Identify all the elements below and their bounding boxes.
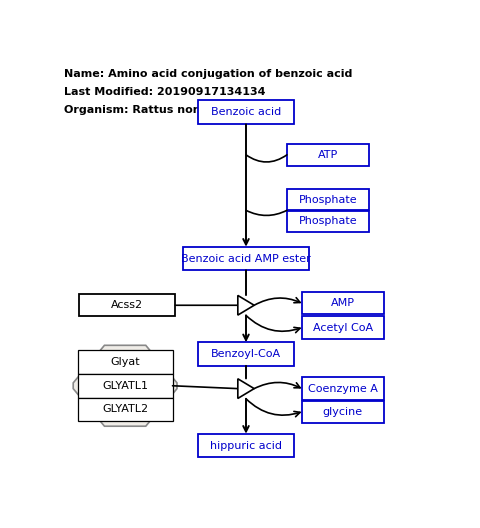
Text: Benzoic acid: Benzoic acid [211,107,281,117]
Text: ATP: ATP [318,150,338,160]
Text: GLYATL2: GLYATL2 [102,404,148,414]
Text: GLYATL1: GLYATL1 [102,381,148,391]
FancyBboxPatch shape [198,433,294,457]
FancyBboxPatch shape [198,342,294,366]
Text: Phosphate: Phosphate [299,216,357,226]
FancyBboxPatch shape [287,144,369,166]
Text: Benzoic acid AMP ester: Benzoic acid AMP ester [181,253,311,263]
FancyBboxPatch shape [302,378,384,400]
FancyBboxPatch shape [302,316,384,339]
FancyBboxPatch shape [302,401,384,423]
FancyBboxPatch shape [78,350,172,374]
FancyBboxPatch shape [78,398,172,421]
FancyBboxPatch shape [79,294,175,316]
Text: AMP: AMP [331,298,355,308]
FancyBboxPatch shape [183,247,309,270]
Text: Acss2: Acss2 [111,300,143,310]
Polygon shape [238,379,254,399]
Polygon shape [73,345,177,426]
Text: Phosphate: Phosphate [299,194,357,204]
Text: Organism: Rattus norvegicus: Organism: Rattus norvegicus [64,105,245,115]
Text: hippuric acid: hippuric acid [210,440,282,450]
FancyBboxPatch shape [302,292,384,314]
Text: Acetyl CoA: Acetyl CoA [312,323,373,333]
FancyBboxPatch shape [198,100,294,125]
FancyBboxPatch shape [287,211,369,232]
Text: Name: Amino acid conjugation of benzoic acid: Name: Amino acid conjugation of benzoic … [64,70,352,79]
Text: Coenzyme A: Coenzyme A [308,384,378,393]
Text: glycine: glycine [323,407,363,417]
Text: Benzoyl-CoA: Benzoyl-CoA [211,349,281,359]
Text: Glyat: Glyat [110,357,140,367]
Text: Last Modified: 20190917134134: Last Modified: 20190917134134 [64,87,265,97]
FancyBboxPatch shape [78,374,172,398]
Polygon shape [238,296,254,315]
FancyBboxPatch shape [287,189,369,210]
